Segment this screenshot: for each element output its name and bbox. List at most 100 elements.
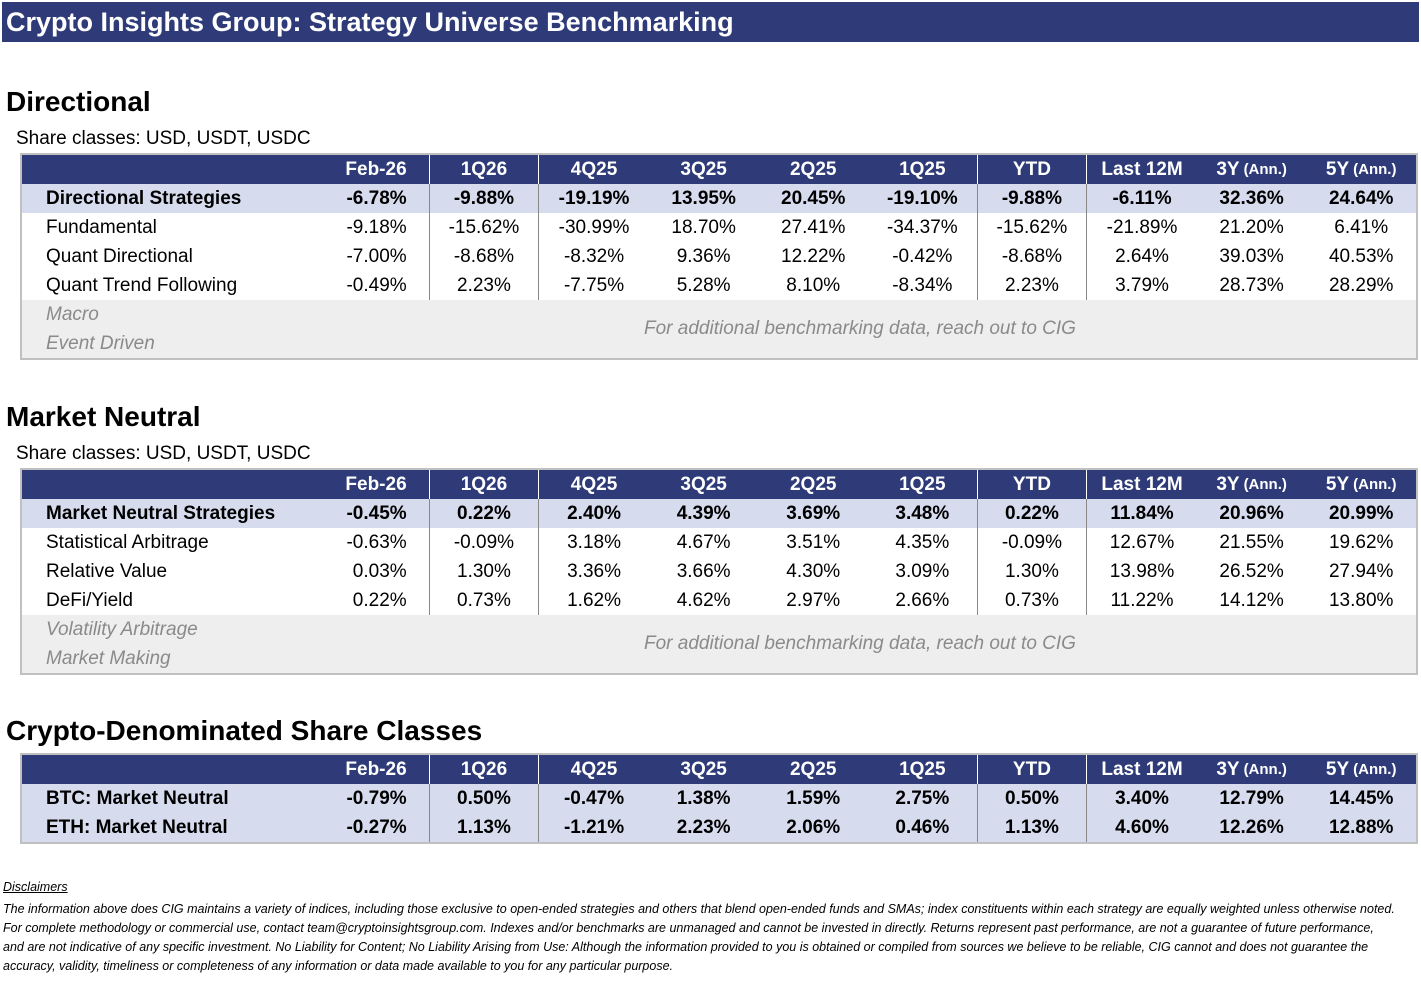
table-row-value: 1.59% (786, 787, 841, 809)
column-header-text: Feb-26 (345, 158, 407, 180)
table-row-value: 14.45% (1328, 787, 1394, 809)
aggregate-row-value: 11.84% (1110, 502, 1174, 524)
aggregate-row: Market Neutral Strategies -0.45% 0.22% 2.40… (22, 499, 1416, 528)
table-row-value: 2.23% (676, 816, 731, 838)
section-title-market-neutral: Market Neutral (6, 401, 201, 432)
table-header-row: Feb-26 1Q26 4Q25 3Q25 2Q25 1Q25 YTD Last 12M 3Y(… (22, 155, 1416, 184)
table-row-value: -0.79% (323, 784, 430, 813)
table-row-value: 4.62% (676, 589, 731, 611)
table-row-value: 2.97% (786, 589, 841, 611)
column-header: Feb-26 (323, 155, 430, 184)
table-row-value: 28.29% (1328, 274, 1394, 296)
table-row-value: -8.34% (868, 271, 978, 300)
table-row-value: 12.67% (1109, 531, 1175, 553)
table-row-value: 2.66% (868, 586, 978, 615)
table-header-row: Feb-26 1Q26 4Q25 3Q25 2Q25 1Q25 YTD Last 12M 3Y(… (22, 470, 1416, 499)
table-row-value: -0.47% (563, 787, 625, 809)
restricted-strategies-block: Volatility Arbitrage Market Making For add… (22, 615, 1416, 673)
disclaimers-heading: Disclaimers (3, 880, 68, 894)
table-row-value: -0.49% (323, 271, 430, 300)
aggregate-row: Directional Strategies -6.78% -9.88% -19.19… (22, 184, 1416, 213)
table-row-value: -8.68% (430, 242, 540, 271)
table-row-value: -0.27% (323, 813, 430, 842)
table-row: Fundamental -9.18% -15.62% -30.99% 18.70% 27.… (22, 213, 1416, 242)
aggregate-row-value: 20.99% (1328, 502, 1394, 524)
table-row-value: 14.12% (1219, 589, 1284, 611)
table-row-value: -30.99% (558, 216, 630, 238)
column-header: 3Y (Ann.) (1197, 470, 1307, 499)
table-row-value: 9.36% (676, 245, 731, 267)
table-row-value: -0.09% (978, 528, 1088, 557)
column-header-text: Last 12M (1101, 758, 1183, 780)
annualized-suffix: (Ann.) (1353, 161, 1397, 178)
table-row-value: 21.55% (1219, 531, 1284, 553)
column-header: 3Q25 (649, 470, 759, 499)
aggregate-row-value: 3.48% (868, 499, 978, 528)
table-row-value: 3.79% (1115, 274, 1169, 296)
table-row: Relative Value 0.03% 1.30% 3.36% 3.66% 4.30% 3… (22, 557, 1416, 586)
table-header-row: Feb-26 1Q26 4Q25 3Q25 2Q25 1Q25 YTD Last 12M 3Y(… (22, 755, 1416, 784)
share-classes-market-neutral: Share classes: USD, USDT, USDC (16, 443, 311, 464)
table-row-value: 0.22% (323, 586, 430, 615)
column-header-text: YTD (1012, 758, 1051, 780)
table-row-value: 1.13% (978, 813, 1088, 842)
column-header: Last 12M (1087, 470, 1197, 499)
table-row-value: 11.22% (1110, 589, 1174, 611)
annualized-suffix: (Ann.) (1353, 761, 1397, 778)
aggregate-row-value: -19.10% (868, 184, 978, 213)
table-row-value: 3.36% (567, 560, 621, 582)
column-header: 4Q25 (539, 470, 649, 499)
contact-note: For additional benchmarking data, reach … (644, 318, 1076, 339)
page-title: Crypto Insights Group: Strategy Universe… (6, 7, 734, 37)
table-row-value: 6.41% (1334, 216, 1389, 238)
row-label: Fundamental (46, 216, 157, 238)
aggregate-row-value: 4.39% (676, 502, 731, 524)
table-row: Quant Trend Following -0.49% 2.23% -7.75% 5.… (22, 271, 1416, 300)
table-row-value: 27.41% (781, 216, 846, 238)
table-crypto: Feb-26 1Q26 4Q25 3Q25 2Q25 1Q25 YTD Last 12M 3Y(… (20, 753, 1418, 844)
table-row-value: 3.18% (567, 531, 621, 553)
table-row-value: 0.73% (430, 586, 540, 615)
column-header-text: 1Q25 (899, 158, 946, 180)
table-row: DeFi/Yield 0.22% 0.73% 1.62% 4.62% 2.97% 2.66%… (22, 586, 1416, 615)
column-header: 2Q25 (758, 470, 868, 499)
column-header-text: 4Q25 (570, 158, 618, 180)
column-header-text: YTD (1012, 158, 1051, 180)
column-header: 1Q26 (430, 470, 540, 499)
aggregate-row-value: -6.78% (323, 184, 430, 213)
table-row-value: 4.30% (786, 560, 841, 582)
disclaimer-line: The information above does CIG maintains… (3, 902, 1395, 916)
header-label-cell (22, 155, 323, 184)
table-row-value: 18.70% (671, 216, 736, 238)
aggregate-row-value: -9.88% (430, 184, 540, 213)
table-row: BTC: Market Neutral -0.79% 0.50% -0.47% 1.38… (22, 784, 1416, 813)
aggregate-row-value: 20.96% (1219, 502, 1284, 524)
column-header-text: YTD (1012, 473, 1051, 495)
table-row-value: -7.75% (563, 274, 625, 296)
column-header-text: 1Q26 (460, 158, 508, 180)
table-row-value: 12.88% (1328, 816, 1394, 838)
table-row-value: -0.09% (430, 528, 540, 557)
column-header: YTD (978, 470, 1088, 499)
column-header: 1Q26 (430, 155, 540, 184)
aggregate-row-value: -19.19% (558, 187, 630, 209)
column-header-text: 3Y (1216, 758, 1240, 780)
table-row-value: 26.52% (1219, 560, 1284, 582)
table-row-value: 0.73% (978, 586, 1088, 615)
table-row-value: -15.62% (430, 213, 540, 242)
column-header-text: 2Q25 (789, 758, 837, 780)
table-row-value: 4.60% (1115, 816, 1169, 838)
annualized-suffix: (Ann.) (1353, 476, 1397, 493)
aggregate-row-value: -6.11% (1112, 187, 1172, 209)
column-header: 1Q25 (868, 470, 978, 499)
column-header: 2Q25 (758, 155, 868, 184)
column-header: 3Q25 (649, 755, 759, 784)
table-row-value: 8.10% (786, 274, 841, 296)
table-row-value: -1.21% (563, 816, 625, 838)
table-row-value: 1.30% (978, 557, 1088, 586)
table-row-value: 2.75% (868, 784, 978, 813)
aggregate-row-value: -0.45% (323, 499, 430, 528)
column-header: Feb-26 (323, 755, 430, 784)
restricted-strategy: Market Making (46, 648, 171, 669)
table-row-value: 2.23% (430, 271, 540, 300)
